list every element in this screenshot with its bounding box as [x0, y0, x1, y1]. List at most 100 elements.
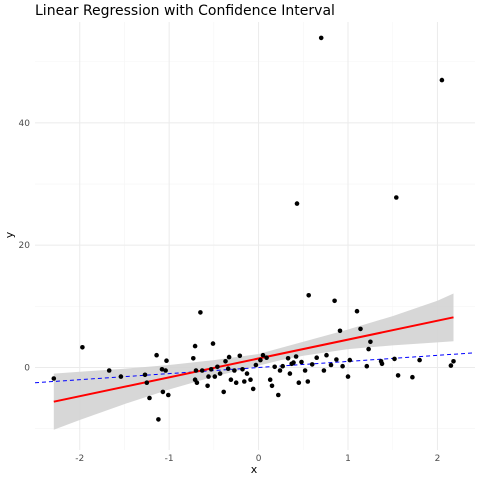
data-point	[332, 298, 337, 304]
data-point	[276, 392, 281, 398]
data-point	[328, 362, 334, 368]
y-tick-label: 20	[19, 241, 31, 251]
data-point	[221, 389, 226, 395]
data-point	[448, 363, 454, 368]
data-point	[248, 377, 253, 383]
data-point	[142, 372, 148, 378]
data-point	[240, 367, 245, 372]
data-point	[358, 326, 363, 332]
data-point	[305, 379, 311, 384]
data-point	[260, 352, 266, 358]
reference-line	[34, 352, 476, 384]
data-point	[233, 380, 239, 386]
data-point	[347, 357, 353, 363]
y-tick-label: 40	[19, 119, 31, 129]
data-point	[198, 310, 203, 315]
data-point	[232, 368, 237, 373]
x-axis-title: x	[251, 463, 258, 476]
data-point	[226, 354, 232, 360]
data-point	[225, 366, 231, 372]
data-point	[285, 356, 291, 361]
x-tick-label: 2	[435, 454, 441, 464]
data-point	[237, 353, 243, 359]
data-point	[208, 367, 214, 372]
data-point	[451, 359, 456, 364]
data-point	[410, 374, 415, 380]
data-point	[258, 357, 263, 363]
data-point	[156, 417, 161, 422]
data-point	[160, 389, 166, 395]
data-point	[194, 380, 200, 386]
data-point	[206, 374, 211, 379]
data-point	[309, 362, 315, 367]
x-tick-label: 0	[256, 454, 262, 464]
data-point	[340, 363, 345, 369]
data-point	[324, 352, 329, 358]
data-point	[253, 362, 259, 368]
data-point	[334, 357, 339, 362]
data-point	[296, 380, 302, 386]
data-point	[80, 345, 85, 350]
data-point	[287, 371, 293, 376]
data-point	[215, 364, 220, 370]
data-point	[163, 368, 168, 373]
data-point	[223, 359, 228, 364]
data-point	[244, 371, 250, 376]
data-point	[366, 346, 371, 352]
data-point	[277, 368, 283, 373]
data-point	[210, 341, 216, 346]
data-point	[280, 363, 286, 369]
data-point	[191, 356, 196, 361]
y-axis-title: y	[3, 231, 16, 238]
data-point	[217, 371, 223, 376]
data-point	[51, 376, 57, 381]
data-point	[118, 374, 124, 379]
data-point	[291, 360, 296, 365]
y-tick-label: 0	[24, 363, 30, 373]
data-point	[164, 358, 169, 364]
data-point	[314, 355, 320, 361]
data-point	[267, 377, 273, 383]
chart-title: Linear Regression with Confidence Interv…	[35, 3, 335, 19]
data-point	[212, 374, 218, 379]
data-point	[394, 195, 399, 200]
data-point	[306, 293, 312, 298]
data-point	[345, 374, 351, 379]
data-point	[293, 354, 299, 359]
data-point	[159, 367, 165, 372]
data-point	[299, 359, 304, 365]
data-point	[354, 308, 360, 314]
x-tick-label: -1	[165, 454, 174, 464]
data-point	[318, 35, 324, 41]
data-point	[337, 328, 343, 334]
data-point	[264, 355, 269, 361]
points-layer	[51, 35, 456, 422]
data-point	[321, 368, 327, 373]
data-point	[269, 383, 275, 389]
data-point	[272, 364, 278, 370]
confidence-band-layer	[53, 293, 454, 430]
data-point	[439, 77, 445, 83]
data-point	[193, 368, 199, 373]
data-point	[368, 339, 373, 345]
data-point	[417, 357, 422, 363]
regression-line	[53, 316, 454, 403]
data-point	[199, 368, 205, 373]
data-point	[302, 368, 308, 373]
data-point	[166, 392, 171, 398]
confidence-band	[53, 293, 454, 430]
x-tick-label: -2	[75, 454, 84, 464]
data-point	[106, 368, 112, 373]
data-point	[228, 377, 234, 383]
data-point	[192, 343, 198, 349]
data-point	[395, 373, 401, 378]
data-point	[147, 395, 152, 401]
data-point	[242, 379, 247, 384]
data-point	[392, 356, 397, 362]
data-point	[379, 361, 385, 367]
data-point	[144, 380, 150, 386]
data-point	[364, 363, 370, 369]
data-point	[250, 386, 256, 392]
